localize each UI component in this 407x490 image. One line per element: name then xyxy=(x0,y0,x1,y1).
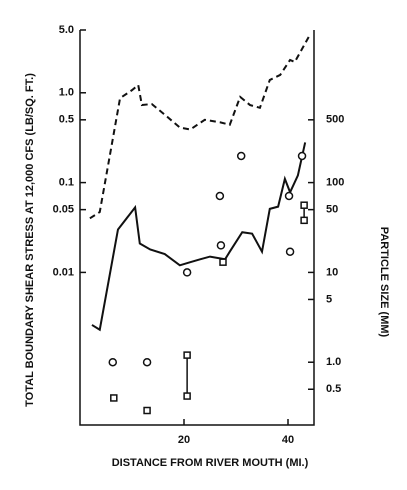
y-axis-label: TOTAL BOUNDARY SHEAR STRESS AT 12,000 CF… xyxy=(24,73,36,407)
square-marker xyxy=(300,216,308,225)
circle-marker xyxy=(108,357,118,367)
y2-tick-label: 1.0 xyxy=(326,356,341,368)
circle-marker xyxy=(285,247,295,256)
circle-marker xyxy=(142,357,152,367)
x-tick-label: 40 xyxy=(282,434,294,446)
y-tick-label: 1.0 xyxy=(59,87,74,99)
square-marker xyxy=(183,392,191,400)
square-marker xyxy=(300,201,308,209)
y-tick-label: 0.5 xyxy=(59,114,74,126)
square-marker xyxy=(143,406,151,415)
y-tick-label: 0.01 xyxy=(53,266,74,278)
y-tick-label: 5.0 xyxy=(59,24,74,36)
square-marker xyxy=(110,394,118,402)
circle-marker xyxy=(215,191,225,201)
circle-marker xyxy=(297,151,307,161)
y2-tick-label: 0.5 xyxy=(326,383,341,395)
y2-axis-label: PARTICLE SIZE (MM) xyxy=(378,227,390,338)
data-line xyxy=(89,34,311,220)
square-marker xyxy=(219,258,227,266)
circle-marker xyxy=(182,268,192,277)
circle-marker xyxy=(216,241,226,250)
circle-marker xyxy=(284,191,294,201)
axis-frame xyxy=(79,30,315,426)
x-tick-label: 20 xyxy=(178,434,190,446)
y2-tick-label: 500 xyxy=(326,114,344,126)
square-marker xyxy=(183,351,191,359)
y2-tick-label: 5 xyxy=(326,293,332,305)
x-axis-label: DISTANCE FROM RIVER MOUTH (MI.) xyxy=(112,457,309,469)
circle-marker xyxy=(236,151,246,161)
y-tick-label: 0.05 xyxy=(53,204,74,216)
y-tick-label: 0.1 xyxy=(59,176,74,188)
data-line xyxy=(91,142,307,332)
y2-tick-label: 50 xyxy=(326,204,338,216)
y2-tick-label: 100 xyxy=(326,176,344,188)
y2-tick-label: 10 xyxy=(326,266,338,278)
